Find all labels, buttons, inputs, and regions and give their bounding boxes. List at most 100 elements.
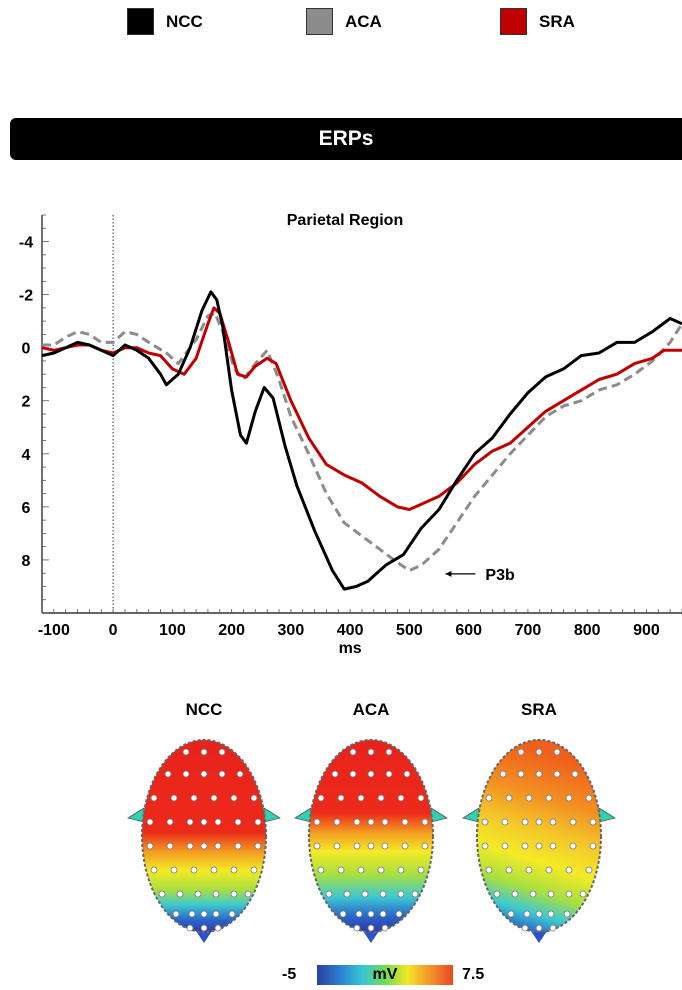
electrode-dot	[357, 794, 365, 802]
electrode-dot	[234, 842, 242, 850]
electrode-dot	[417, 866, 425, 874]
electrode-dot	[517, 748, 525, 756]
electrode-dot	[176, 890, 184, 898]
electrode-dot	[535, 748, 543, 756]
y-tick-label: 2	[22, 394, 31, 411]
electrode-dot	[535, 770, 543, 778]
electrode-dot	[166, 818, 174, 826]
electrode-dot	[317, 794, 325, 802]
x-tick-label: 800	[574, 622, 601, 639]
electrode-dot	[200, 842, 208, 850]
electrode-dot	[505, 794, 513, 802]
electrode-dot	[190, 866, 198, 874]
electrode-dot	[535, 818, 543, 826]
electrode-dot	[417, 794, 425, 802]
electrode-dot	[214, 842, 222, 850]
electrode-dot	[589, 842, 597, 850]
electrode-dot	[569, 818, 577, 826]
electrode-dot	[565, 890, 573, 898]
electrode-dot	[421, 842, 429, 850]
electrode-dot	[186, 924, 194, 932]
electrode-dot	[164, 770, 172, 778]
electrode-dot	[501, 818, 509, 826]
banner-title: ERPs	[318, 127, 374, 150]
p3b-annotation: P3b	[485, 567, 515, 584]
electrode-dot	[339, 910, 347, 918]
electrode-dot	[367, 818, 375, 826]
electrode-dot	[150, 794, 158, 802]
electrode-dot	[507, 910, 515, 918]
electrode-dot	[234, 818, 242, 826]
electrode-dot	[357, 866, 365, 874]
electrode-dot	[481, 842, 489, 850]
electrode-dot	[254, 818, 262, 826]
colorbar: -5 mV 7.5	[0, 962, 682, 990]
y-tick-label: -4	[19, 235, 33, 252]
x-tick-label: 700	[515, 622, 542, 639]
electrode-dot	[397, 794, 405, 802]
legend-label-aca: ACA	[345, 11, 382, 31]
electrode-dot	[337, 866, 345, 874]
electrode-dot	[214, 818, 222, 826]
topomap-title-aca: ACA	[352, 700, 390, 719]
electrode-dot	[331, 770, 339, 778]
electrode-dot	[379, 890, 387, 898]
colorbar-unit: mV	[372, 966, 398, 983]
electrode-dot	[397, 890, 405, 898]
chart-title: Parietal Region	[287, 212, 403, 229]
electrode-dot	[549, 924, 557, 932]
electrode-dot	[525, 866, 533, 874]
x-tick-label: 300	[278, 622, 305, 639]
topomaps: NCC ACA SRA	[0, 690, 682, 960]
electrode-dot	[218, 748, 226, 756]
topomap-aca	[293, 739, 449, 943]
electrode-dot	[158, 890, 166, 898]
electrode-dot	[535, 910, 543, 918]
electrode-dot	[421, 818, 429, 826]
electrode-dot	[485, 794, 493, 802]
topomap-title-ncc: NCC	[185, 700, 223, 719]
electrode-dot	[535, 842, 543, 850]
x-tick-label: 500	[396, 622, 423, 639]
electrode-dot	[244, 890, 252, 898]
electrode-dot	[166, 842, 174, 850]
electrode-dot	[212, 890, 220, 898]
legend: NCC ACA SRA	[0, 8, 682, 40]
y-tick-label: 8	[22, 553, 31, 570]
y-tick-label: -2	[19, 288, 33, 305]
electrode-dot	[230, 794, 238, 802]
electrode-dot	[521, 818, 529, 826]
electrode-dot	[525, 794, 533, 802]
electrode-dot	[333, 818, 341, 826]
electrode-dot	[565, 866, 573, 874]
legend-item-aca: ACA	[306, 8, 382, 35]
electrode-dot	[210, 794, 218, 802]
y-tick-label: 0	[22, 341, 31, 358]
electrode-dot	[563, 910, 571, 918]
electrode-dot	[313, 818, 321, 826]
electrode-dot	[200, 924, 208, 932]
x-tick-label: 600	[455, 622, 482, 639]
electrode-dot	[549, 818, 557, 826]
y-tick-label: 6	[22, 500, 31, 517]
electrode-dot	[353, 842, 361, 850]
section-banner: ERPs	[10, 118, 682, 160]
colorbar-max: 7.5	[462, 966, 485, 983]
legend-swatch-sra	[500, 8, 527, 35]
electrode-dot	[579, 890, 587, 898]
electrode-dot	[212, 910, 220, 918]
electrode-dot	[481, 818, 489, 826]
electrode-dot	[549, 842, 557, 850]
electrode-dot	[547, 890, 555, 898]
series-lines	[41, 290, 682, 591]
electrode-dot	[511, 890, 519, 898]
electrode-dot	[361, 890, 369, 898]
p3b-arrowhead	[445, 570, 452, 577]
x-tick-label: 100	[159, 622, 186, 639]
electrode-dot	[353, 924, 361, 932]
electrode-dot	[485, 866, 493, 874]
electrode-dot	[545, 866, 553, 874]
topomap-title-sra: SRA	[521, 700, 557, 719]
series-line-aca	[42, 311, 682, 572]
topomap-ncc	[126, 739, 282, 943]
